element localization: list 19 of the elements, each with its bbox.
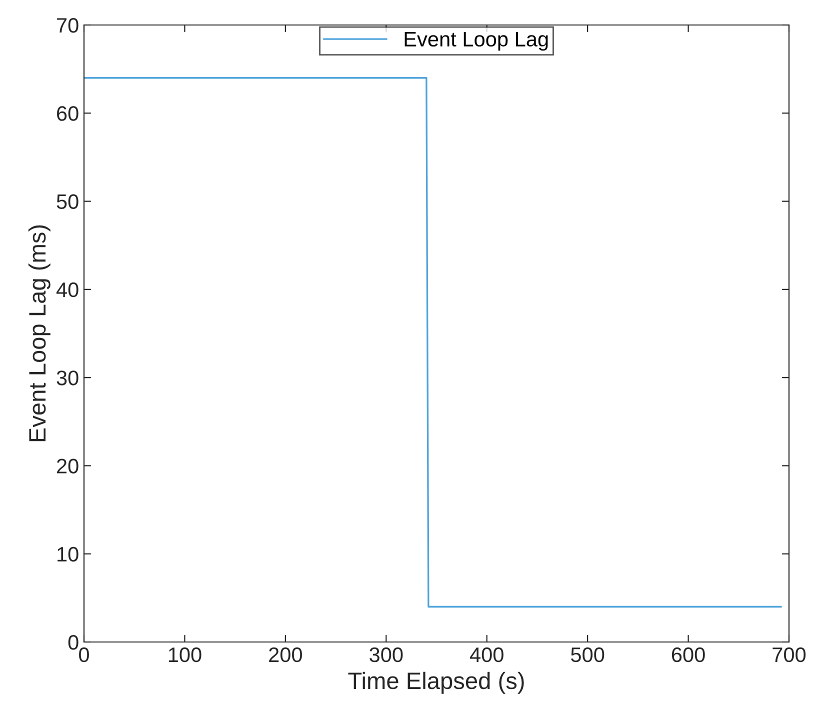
x-tick-label: 600 <box>672 647 705 662</box>
x-tick-label: 500 <box>571 647 604 662</box>
y-tick-label: 70 <box>57 18 78 33</box>
y-tick-label: 10 <box>58 546 78 562</box>
x-tick-label: 200 <box>269 647 302 662</box>
x-tick-label: 700 <box>772 647 806 662</box>
y-axis-title: Event Loop Lag (ms) <box>28 225 50 442</box>
x-tick-label: 100 <box>168 647 202 662</box>
y-tick-label: 40 <box>56 282 78 298</box>
y-tick-label: 60 <box>57 106 78 121</box>
x-axis-title: Time Elapsed (s) <box>348 672 524 694</box>
y-tick-label: 30 <box>56 370 78 386</box>
y-tick-label: 0 <box>68 635 78 650</box>
legend-label: Event Loop Lag <box>404 32 548 51</box>
x-tick-label: 400 <box>470 647 504 662</box>
x-tick-label: 0 <box>79 647 89 662</box>
y-tick-label: 20 <box>57 458 78 474</box>
y-tick-label: 50 <box>56 194 78 210</box>
x-tick-label: 300 <box>370 647 403 662</box>
